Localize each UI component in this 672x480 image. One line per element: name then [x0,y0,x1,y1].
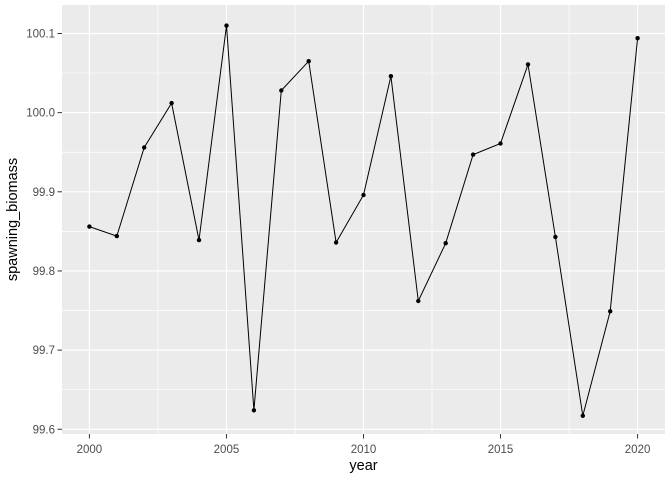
data-point [251,408,257,413]
y-tick-label: 100.0 [26,108,55,120]
data-point [333,240,339,245]
data-point [87,224,92,229]
x-tick-label: 2000 [77,444,103,456]
data-point [525,62,531,67]
data-point [142,145,147,150]
y-tick-label: 100.1 [26,28,55,40]
data-point [279,88,284,93]
data-point [306,59,311,64]
data-point [416,298,421,304]
y-tick-label: 99.6 [33,424,55,436]
data-point [553,234,558,240]
data-point [443,241,448,246]
y-tick-label: 99.7 [33,345,55,357]
x-tick-label: 2010 [351,444,377,456]
data-point [224,23,229,28]
y-axis-title: spawning_biomass [5,158,21,281]
data-point [196,237,202,243]
data-point [635,36,640,41]
data-point [114,233,120,239]
data-point [608,309,613,314]
data-point [498,141,503,146]
data-point [580,413,585,418]
data-point [361,192,366,198]
x-tick-label: 2015 [488,444,514,456]
chart-layers: 2000 2005 2010 2015 2020 99.6 99.7 99.8 99.9 100.… [26,5,665,456]
x-tick-label: 2005 [214,444,240,456]
x-axis-title: year [349,458,377,474]
data-point [470,152,476,157]
data-point [388,74,394,79]
y-tick-label: 99.9 [33,187,55,199]
x-tick-label: 2020 [625,444,651,456]
data-point [169,100,174,106]
y-tick-label: 99.8 [33,266,55,278]
